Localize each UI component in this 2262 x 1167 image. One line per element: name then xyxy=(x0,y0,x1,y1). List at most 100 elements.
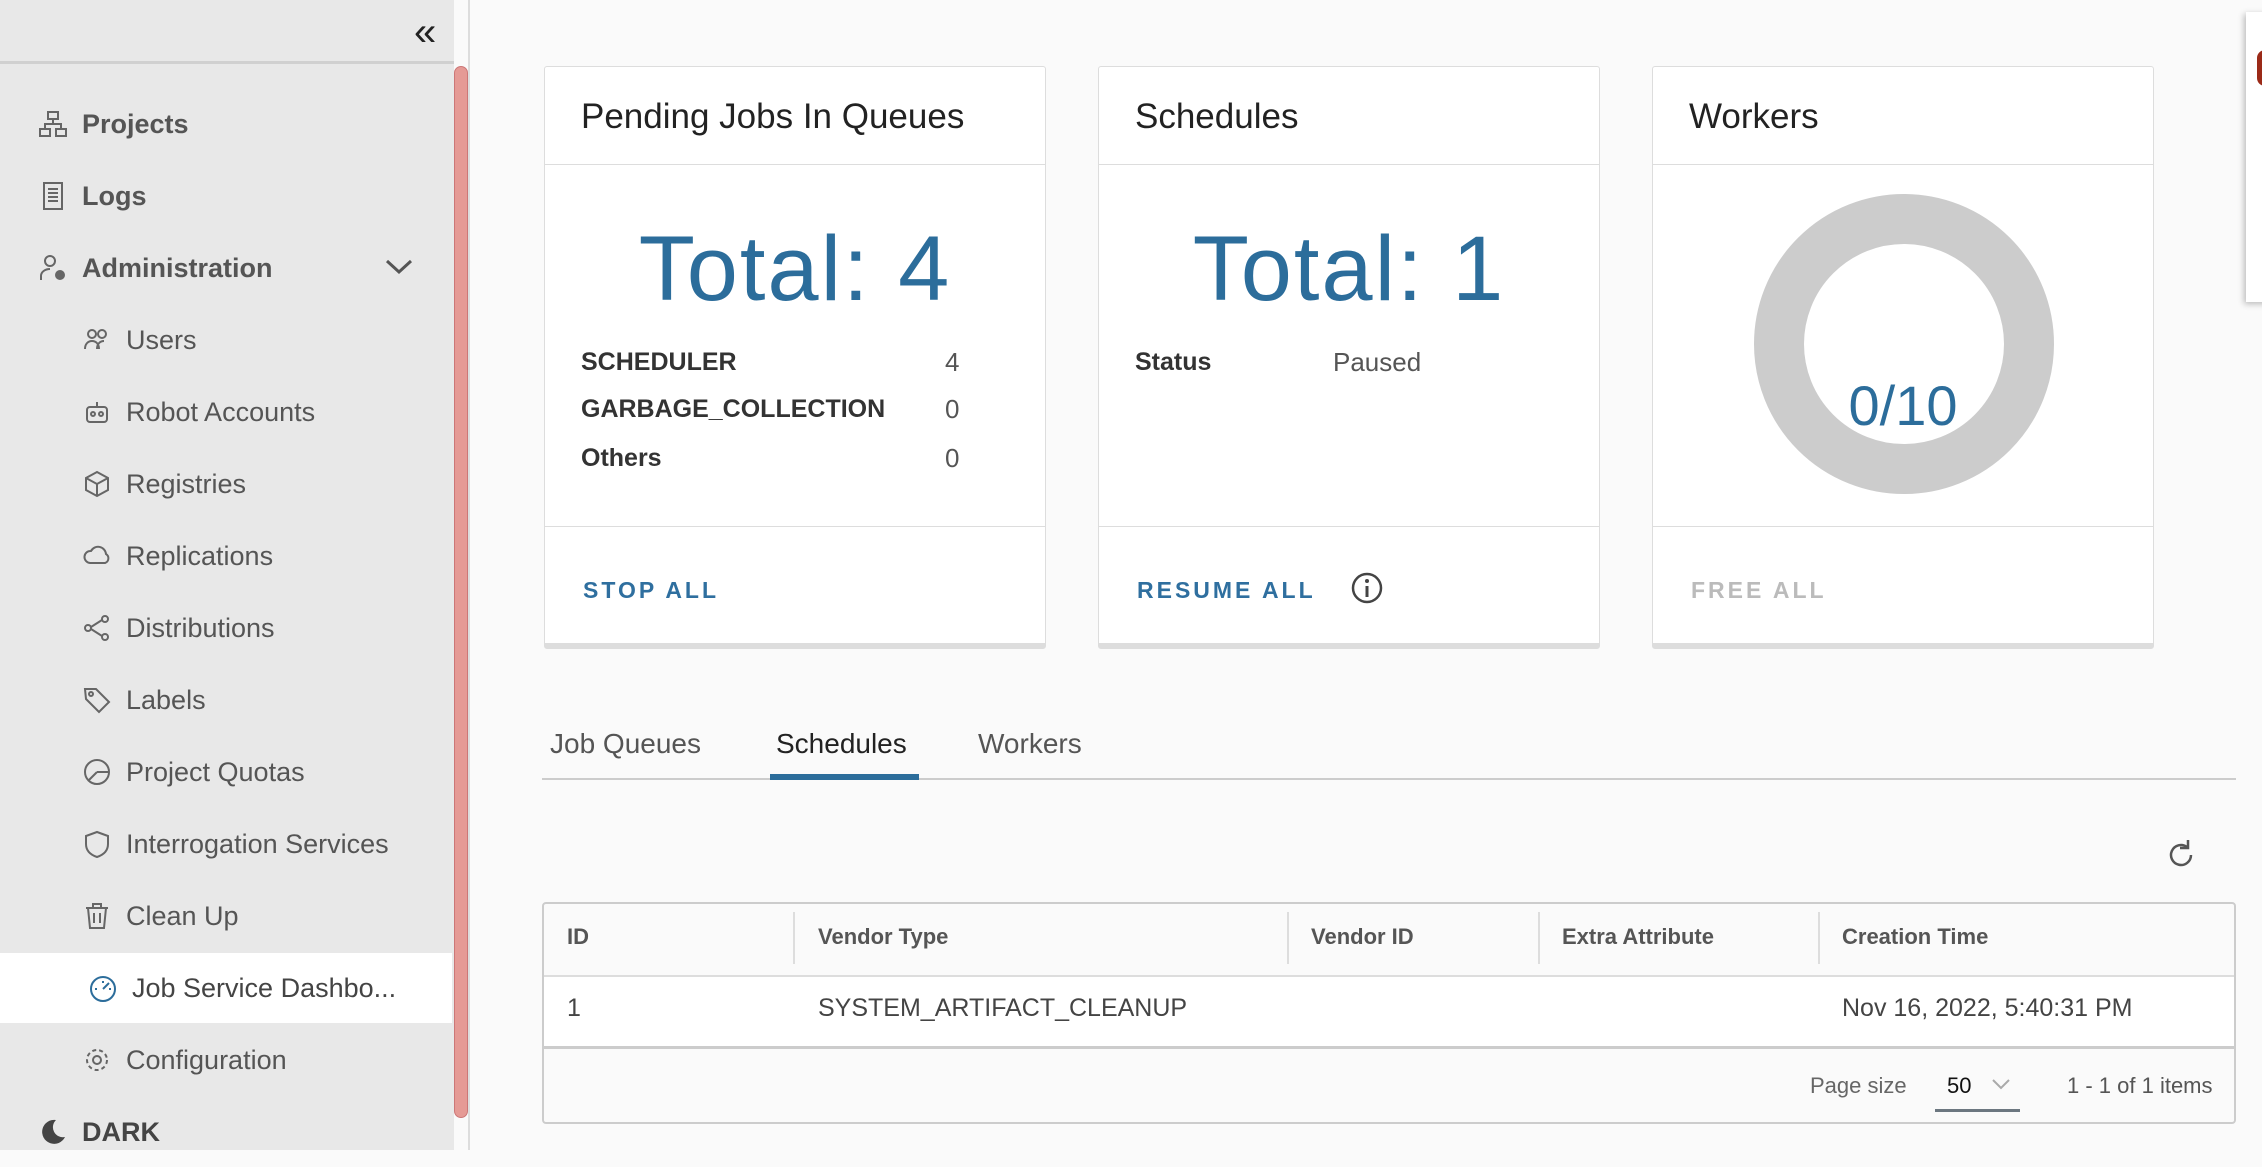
refresh-icon[interactable] xyxy=(2164,838,2198,872)
administration-icon xyxy=(40,255,65,280)
donut-ring xyxy=(1754,194,2054,494)
queue-label: SCHEDULER xyxy=(581,348,737,376)
sidebar-item-label: Replications xyxy=(126,540,274,571)
schedules-table xyxy=(542,902,2236,1124)
robot-accounts-icon xyxy=(86,402,108,423)
queue-value: 4 xyxy=(945,347,960,377)
queue-label: GARBAGE_COLLECTION xyxy=(581,395,886,423)
cell-creation-time: Nov 16, 2022, 5:40:31 PM xyxy=(1842,994,2133,1022)
popover-icon xyxy=(2257,50,2262,86)
collapse-sidebar-icon[interactable]: « xyxy=(414,10,437,54)
sidebar-item-label: Administration xyxy=(82,252,273,283)
sidebar-item-administration[interactable]: Administration xyxy=(0,233,452,303)
sidebar-item-labels[interactable]: Labels xyxy=(0,665,452,735)
card-title: Workers xyxy=(1653,67,2153,165)
pending-total: Total: 4 xyxy=(638,218,952,320)
tab-workers[interactable]: Workers xyxy=(978,728,1082,759)
project-quotas-icon xyxy=(84,759,110,785)
sidebar-item-label: Logs xyxy=(82,180,147,211)
sidebar-item-clean-up[interactable]: Clean Up xyxy=(0,881,452,951)
schedules-total: Total: 1 xyxy=(1192,218,1506,320)
sidebar-header xyxy=(0,0,454,64)
schedules-card: Schedules Total: 1 Status Paused RESUME … xyxy=(1098,66,1600,649)
interrogation-services-icon xyxy=(85,830,109,859)
clipped-popover xyxy=(2246,12,2262,302)
sidebar-item-label: Clean Up xyxy=(126,900,239,931)
sidebar-item-users[interactable]: Users xyxy=(0,305,452,375)
column-header-creation-time[interactable]: Creation Time xyxy=(1842,924,1989,949)
column-header-extra-attribute[interactable]: Extra Attribute xyxy=(1562,924,1714,949)
clean-up-icon xyxy=(86,903,108,929)
logs-icon xyxy=(43,182,63,210)
sidebar-item-job-service-dashbo[interactable]: Job Service Dashbo... xyxy=(0,953,452,1023)
column-separator[interactable] xyxy=(1818,912,1820,964)
sidebar-item-replications[interactable]: Replications xyxy=(0,521,452,591)
sidebar-item-logs[interactable]: Logs xyxy=(0,161,452,231)
pending-jobs-card: Pending Jobs In Queues Total: 4 SCHEDULE… xyxy=(544,66,1046,649)
sidebar-item-robot-accounts[interactable]: Robot Accounts xyxy=(0,377,452,447)
card-title: Pending Jobs In Queues xyxy=(545,67,1045,165)
sidebar-item-project-quotas[interactable]: Project Quotas xyxy=(0,737,452,807)
card-title: Schedules xyxy=(1099,67,1599,165)
sidebar-item-label: Labels xyxy=(126,684,206,715)
projects-icon xyxy=(39,111,67,137)
moon-icon xyxy=(42,1119,65,1144)
sidebar-divider xyxy=(468,0,470,1150)
cell-vendor-type: SYSTEM_ARTIFACT_CLEANUP xyxy=(818,994,1188,1022)
column-header-vendor-id[interactable]: Vendor ID xyxy=(1311,924,1414,949)
registries-icon xyxy=(85,470,109,498)
workers-donut xyxy=(1754,194,2054,494)
tab-job-queues[interactable]: Job Queues xyxy=(550,728,701,759)
theme-label: DARK xyxy=(82,1116,160,1147)
chevron-down-icon[interactable] xyxy=(384,251,414,281)
configuration-icon xyxy=(86,1049,108,1071)
sidebar-item-label: Configuration xyxy=(126,1044,287,1075)
status-value: Paused xyxy=(1333,347,1422,377)
queue-value: 0 xyxy=(945,394,960,424)
labels-icon xyxy=(83,688,111,714)
sidebar-item-registries[interactable]: Registries xyxy=(0,449,452,519)
users-icon xyxy=(84,329,107,350)
workers-usage: 0/10 xyxy=(1848,374,1958,437)
replications-icon xyxy=(83,545,110,564)
active-tab-indicator xyxy=(770,774,919,780)
sidebar: « Projects Logs Administration Users Robo… xyxy=(0,0,454,1150)
sidebar-item-label: Job Service Dashbo... xyxy=(132,972,397,1003)
queue-value: 0 xyxy=(945,443,960,473)
page-size-label: Page size xyxy=(1810,1073,1907,1098)
sidebar-item-label: Robot Accounts xyxy=(126,396,316,427)
sidebar-item-projects[interactable]: Projects xyxy=(0,89,452,159)
pagination-info: 1 - 1 of 1 items xyxy=(2067,1073,2213,1098)
column-header-id[interactable]: ID xyxy=(567,924,589,949)
column-header-vendor-type[interactable]: Vendor Type xyxy=(818,924,949,949)
table-row xyxy=(544,975,2234,1049)
queue-label: Others xyxy=(581,444,662,472)
sidebar-item-label: Project Quotas xyxy=(126,756,305,787)
chevron-down-icon xyxy=(1992,1079,2010,1090)
stop-all-button[interactable]: STOP ALL xyxy=(583,577,720,603)
workers-card: Workers 0/10 FREE ALL xyxy=(1652,66,2154,649)
page-size-select[interactable]: 50 xyxy=(1935,1068,2020,1112)
sidebar-item-label: Projects xyxy=(82,108,189,139)
sidebar-item-label: Users xyxy=(126,324,197,355)
resume-all-button[interactable]: RESUME ALL xyxy=(1137,577,1316,603)
status-label: Status xyxy=(1135,348,1212,376)
dark-theme-toggle[interactable]: DARK xyxy=(0,1097,452,1167)
distributions-icon xyxy=(84,615,109,641)
column-separator[interactable] xyxy=(1287,912,1289,964)
sidebar-item-configuration[interactable]: Configuration xyxy=(0,1025,452,1095)
page-size-value: 50 xyxy=(1947,1073,1972,1098)
tab-schedules[interactable]: Schedules xyxy=(776,728,907,759)
cell-id: 1 xyxy=(567,994,581,1022)
sidebar-item-label: Registries xyxy=(126,468,247,499)
job-service-dashbo-icon xyxy=(90,976,116,1002)
column-separator[interactable] xyxy=(1538,912,1540,964)
sidebar-item-interrogation-services[interactable]: Interrogation Services xyxy=(0,809,452,879)
column-separator[interactable] xyxy=(793,912,795,964)
sidebar-scrollbar[interactable] xyxy=(454,66,468,1118)
sidebar-item-distributions[interactable]: Distributions xyxy=(0,593,452,663)
tabs-border xyxy=(542,778,2236,780)
info-icon[interactable] xyxy=(1350,571,1384,605)
free-all-button[interactable]: FREE ALL xyxy=(1691,577,1827,603)
sidebar-item-label: Interrogation Services xyxy=(126,828,389,859)
